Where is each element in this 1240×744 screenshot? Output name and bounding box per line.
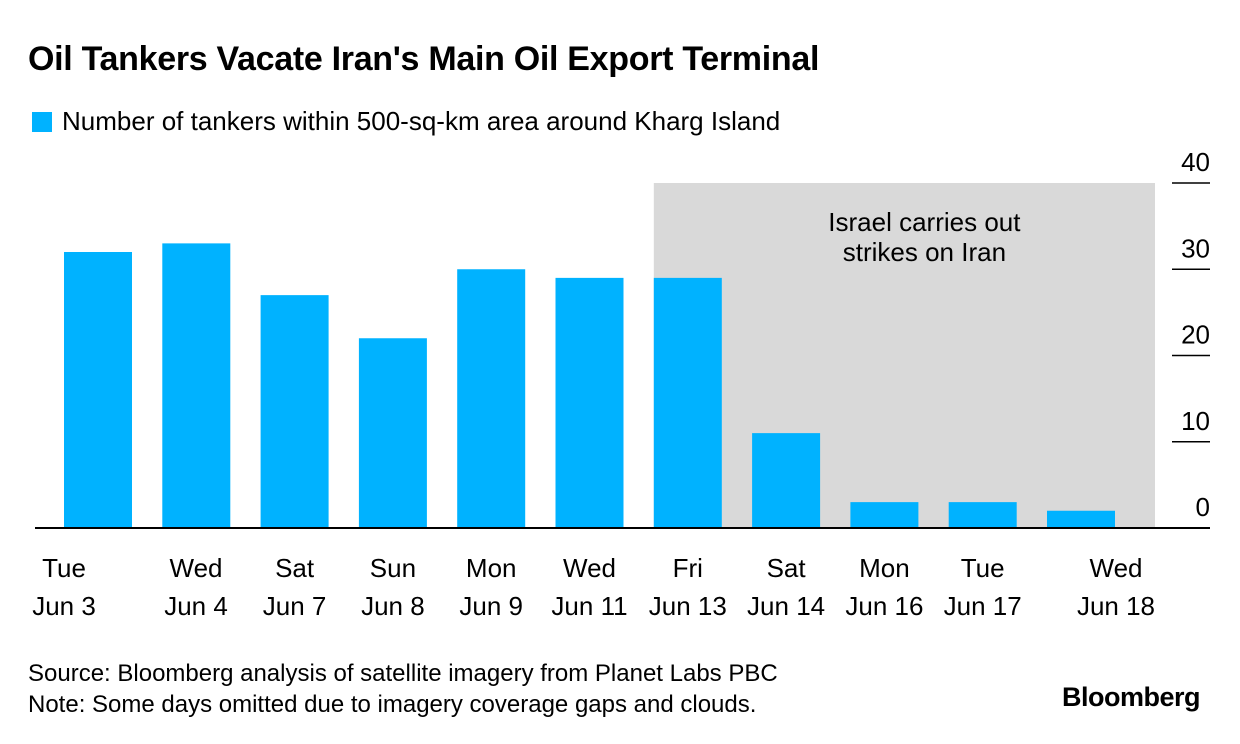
x-tick-label: Jun 17 xyxy=(944,591,1022,621)
source-note: Source: Bloomberg analysis of satellite … xyxy=(28,660,778,687)
y-tick-label: 20 xyxy=(1181,320,1210,350)
bar xyxy=(555,277,624,528)
legend: Number of tankers within 500-sq-km area … xyxy=(32,106,780,137)
x-tick-label: Mon xyxy=(466,553,517,583)
x-tick-label: Tue xyxy=(42,553,86,583)
x-tick-label: Sun xyxy=(370,553,416,583)
x-tick-label: Jun 13 xyxy=(649,591,727,621)
x-tick-label: Mon xyxy=(859,553,910,583)
x-tick-label: Jun 7 xyxy=(263,591,327,621)
x-tick-label: Jun 18 xyxy=(1077,591,1155,621)
shaded-region xyxy=(653,183,1155,528)
y-tick-label: 30 xyxy=(1181,233,1210,263)
annotation-label: Israel carries out xyxy=(828,207,1021,237)
bar xyxy=(1047,510,1115,528)
x-tick-label: Tue xyxy=(961,553,1005,583)
bar xyxy=(948,502,1017,528)
bar xyxy=(64,252,132,528)
bar xyxy=(162,243,231,528)
x-tick-label: Jun 9 xyxy=(459,591,523,621)
legend-swatch xyxy=(32,111,52,132)
bar xyxy=(260,295,329,528)
x-tick-label: Fri xyxy=(673,553,703,583)
bar xyxy=(653,277,722,528)
x-tick-label: Jun 4 xyxy=(164,591,228,621)
y-tick-label: 10 xyxy=(1181,406,1210,436)
x-tick-label: Sat xyxy=(767,553,807,583)
x-tick-label: Jun 3 xyxy=(32,591,96,621)
y-tick-label: 40 xyxy=(1181,147,1210,177)
y-tick-label: 0 xyxy=(1196,492,1210,522)
bar xyxy=(457,269,526,528)
x-tick-label: Jun 11 xyxy=(551,591,627,621)
legend-label: Number of tankers within 500-sq-km area … xyxy=(62,106,781,136)
x-tick-label: Wed xyxy=(1090,553,1143,583)
x-tick-label: Jun 14 xyxy=(747,591,825,621)
x-tick-label: Jun 8 xyxy=(361,591,425,621)
bar xyxy=(850,502,919,528)
x-tick-label: Jun 16 xyxy=(845,591,923,621)
chart-title: Oil Tankers Vacate Iran's Main Oil Expor… xyxy=(28,40,820,78)
annotation-label: strikes on Iran xyxy=(843,237,1006,267)
x-tick-label: Sat xyxy=(275,553,315,583)
bar xyxy=(752,433,821,528)
bar xyxy=(358,338,427,528)
bloomberg-logo: Bloomberg xyxy=(1061,682,1201,712)
footnote: Note: Some days omitted due to imagery c… xyxy=(28,691,757,718)
x-tick-label: Wed xyxy=(170,553,223,583)
x-tick-label: Wed xyxy=(563,553,616,583)
